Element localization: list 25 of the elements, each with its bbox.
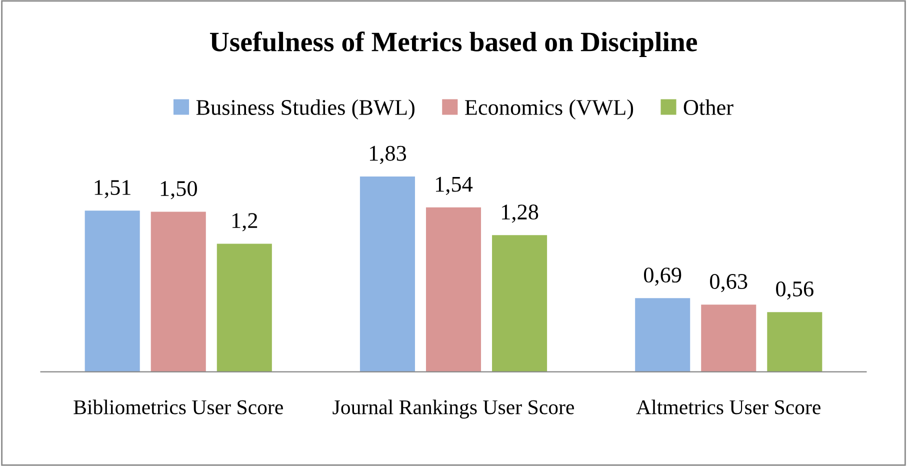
bar bbox=[492, 235, 548, 372]
bar bbox=[426, 207, 482, 372]
x-tick-label: Altmetrics User Score bbox=[636, 400, 820, 414]
data-label: 0,56 bbox=[776, 281, 814, 300]
x-tick-label: Journal Rankings User Score bbox=[332, 400, 574, 419]
chart-title: Usefulness of Metrics based on Discipline bbox=[210, 32, 697, 58]
data-label: 1,83 bbox=[370, 146, 406, 164]
bar bbox=[84, 210, 140, 372]
legend-label: Business Studies (BWL) bbox=[196, 99, 414, 120]
bar bbox=[360, 176, 415, 372]
data-label: 0,69 bbox=[644, 268, 682, 286]
legend-label: Economics (VWL) bbox=[464, 99, 634, 120]
data-label: 1,2 bbox=[232, 213, 258, 232]
bar bbox=[635, 298, 690, 372]
data-label: 1,54 bbox=[436, 176, 473, 195]
bar bbox=[701, 304, 756, 372]
data-label: 1,50 bbox=[160, 181, 197, 200]
bar bbox=[767, 312, 822, 372]
data-label: 0,63 bbox=[710, 274, 748, 292]
x-tick-label: Bibliometrics User Score bbox=[74, 400, 283, 414]
bar bbox=[216, 244, 272, 372]
data-label: 1,28 bbox=[502, 204, 538, 223]
bar bbox=[150, 212, 206, 372]
legend-label: Other bbox=[684, 99, 734, 115]
data-label: 1,51 bbox=[94, 180, 130, 198]
